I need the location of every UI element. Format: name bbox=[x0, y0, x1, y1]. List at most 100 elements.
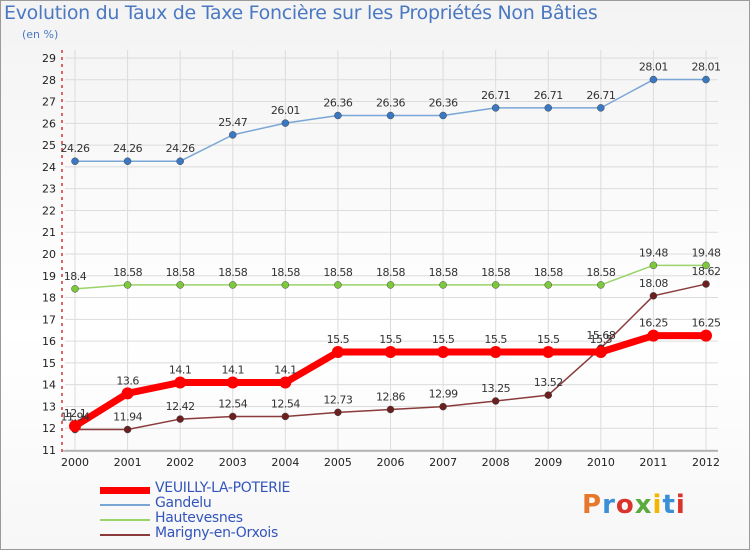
series-point bbox=[334, 408, 342, 417]
series-point bbox=[176, 281, 184, 289]
logo-letter: i bbox=[652, 490, 663, 520]
y-tick-label: 23 bbox=[42, 183, 56, 196]
data-label: 18.4 bbox=[64, 270, 87, 283]
series-point bbox=[544, 281, 552, 289]
series-point bbox=[281, 412, 290, 421]
data-label: 13.6 bbox=[116, 374, 139, 387]
series-point bbox=[597, 281, 605, 289]
y-tick-label: 18 bbox=[42, 292, 56, 305]
data-label: 18.58 bbox=[113, 266, 142, 279]
series-point bbox=[489, 346, 502, 358]
y-tick-label: 22 bbox=[42, 204, 56, 217]
data-label: 26.36 bbox=[376, 96, 405, 109]
y-tick-label: 17 bbox=[42, 313, 56, 326]
series-point bbox=[334, 111, 342, 120]
data-label: 18.58 bbox=[429, 266, 458, 279]
series-point bbox=[597, 104, 605, 112]
series-point bbox=[491, 397, 500, 405]
y-tick-label: 29 bbox=[42, 52, 56, 65]
data-label: 13.25 bbox=[481, 382, 510, 395]
data-label: 26.36 bbox=[323, 96, 352, 109]
series-point bbox=[281, 281, 290, 289]
y-tick-label: 27 bbox=[42, 96, 56, 109]
series-point bbox=[439, 111, 447, 120]
data-label: 19.48 bbox=[639, 246, 668, 259]
y-tick-label: 20 bbox=[42, 248, 56, 261]
data-label: 26.71 bbox=[534, 89, 563, 102]
data-label: 24.26 bbox=[61, 142, 90, 155]
x-tick-label: 2000 bbox=[61, 456, 89, 469]
data-label: 18.58 bbox=[586, 266, 615, 279]
x-tick-label: 2012 bbox=[692, 456, 720, 469]
series-point bbox=[229, 131, 237, 139]
data-label: 12.42 bbox=[166, 400, 195, 413]
data-label: 16.25 bbox=[692, 317, 721, 330]
data-label: 13.52 bbox=[534, 376, 563, 389]
series-point bbox=[544, 104, 552, 112]
grid-lines bbox=[65, 50, 718, 451]
data-label: 12.1 bbox=[64, 407, 87, 420]
series-point bbox=[331, 346, 344, 358]
series-point bbox=[174, 376, 187, 389]
axes: 11 12 13 14 15 16 17 18 19 20 21 22 23 24 25 26 27 28 29 20… bbox=[42, 50, 720, 469]
data-label: 26.71 bbox=[481, 89, 510, 102]
proxiti-logo: Proxiti bbox=[582, 490, 686, 520]
legend-swatch bbox=[100, 519, 150, 521]
series-point bbox=[542, 346, 555, 358]
logo-letter: r bbox=[602, 490, 616, 520]
data-label: 18.58 bbox=[376, 266, 405, 279]
series-point bbox=[69, 420, 81, 433]
data-label: 19.48 bbox=[692, 246, 721, 259]
x-tick-label: 2002 bbox=[166, 456, 194, 469]
x-tick-label: 2010 bbox=[587, 456, 615, 469]
data-label: 12.54 bbox=[218, 397, 247, 410]
x-tick-label: 2009 bbox=[534, 456, 562, 469]
logo-letter: x bbox=[634, 490, 653, 520]
x-tick-label: 2001 bbox=[114, 456, 142, 469]
data-label: 26.01 bbox=[271, 104, 300, 117]
data-label: 18.58 bbox=[271, 266, 300, 279]
series-point bbox=[386, 281, 395, 289]
data-label: 12.86 bbox=[376, 390, 405, 403]
data-label: 26.71 bbox=[586, 89, 615, 102]
series-point bbox=[700, 329, 712, 342]
data-label: 12.54 bbox=[271, 397, 300, 410]
data-label: 11.94 bbox=[61, 411, 90, 424]
series-point bbox=[229, 281, 237, 289]
data-label: 12.99 bbox=[429, 388, 458, 401]
data-label: 24.26 bbox=[166, 142, 195, 155]
logo-letter: P bbox=[582, 490, 603, 520]
logo-letter: t bbox=[662, 490, 676, 520]
x-tick-label: 2011 bbox=[639, 456, 667, 469]
series-point bbox=[702, 75, 710, 84]
series-point bbox=[334, 281, 342, 289]
data-label: 14.1 bbox=[274, 363, 297, 376]
series-point bbox=[281, 119, 290, 127]
legend-label: Marigny-en-Orxois bbox=[155, 525, 278, 541]
series-point bbox=[649, 292, 658, 300]
y-tick-label: 12 bbox=[42, 422, 56, 435]
data-label: 25.47 bbox=[218, 116, 247, 129]
data-label: 18.58 bbox=[534, 266, 563, 279]
data-label: 18.58 bbox=[481, 266, 510, 279]
legend-swatch bbox=[100, 487, 150, 494]
y-tick-label: 13 bbox=[42, 400, 56, 413]
series-point bbox=[176, 157, 184, 165]
chart-title: Evolution du Taux de Taxe Foncière sur l… bbox=[4, 2, 598, 24]
series-point bbox=[226, 376, 239, 389]
series-point bbox=[386, 405, 395, 414]
y-tick-label: 25 bbox=[42, 139, 56, 152]
series-point bbox=[439, 402, 447, 411]
series-point bbox=[594, 346, 607, 358]
series-point bbox=[544, 391, 552, 399]
series-point bbox=[121, 387, 134, 400]
y-tick-label: 19 bbox=[42, 270, 56, 283]
y-tick-label: 21 bbox=[42, 226, 56, 239]
series-point bbox=[123, 425, 132, 434]
legend-swatch bbox=[100, 534, 150, 536]
x-tick-label: 2004 bbox=[271, 456, 299, 469]
x-tick-label: 2006 bbox=[377, 456, 405, 469]
data-label: 15.5 bbox=[537, 333, 560, 346]
x-tick-label: 2003 bbox=[219, 456, 247, 469]
